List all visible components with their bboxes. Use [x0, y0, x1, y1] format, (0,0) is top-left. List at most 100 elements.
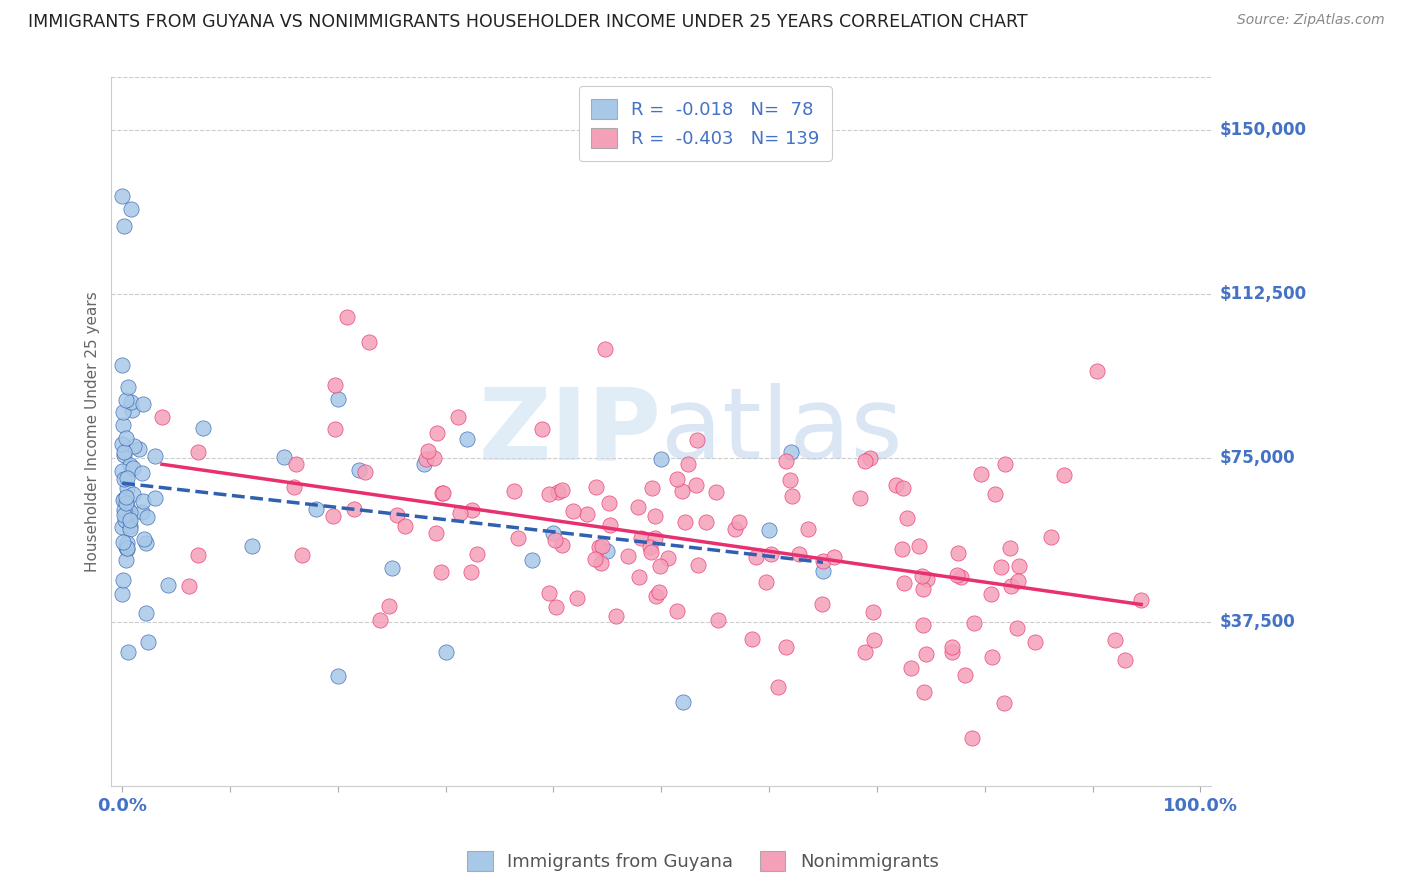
Point: [118, 513, 141, 527]
Point: [429, 566, 451, 580]
Point: [111, 437, 134, 451]
Point: [415, 452, 437, 467]
Point: [131, 505, 153, 519]
Point: [650, 559, 672, 574]
Point: [1007, 574, 1029, 588]
Point: [118, 522, 141, 536]
Point: [547, 484, 569, 499]
Point: [1008, 558, 1031, 573]
Point: [789, 547, 811, 561]
Point: [349, 463, 371, 477]
Text: $112,500: $112,500: [1219, 285, 1306, 303]
Point: [530, 422, 553, 436]
Point: [980, 587, 1002, 601]
Point: [128, 442, 150, 456]
Point: [853, 645, 876, 659]
Point: [323, 378, 346, 392]
Point: [150, 409, 173, 424]
Point: [1114, 653, 1136, 667]
Point: [766, 680, 789, 694]
Point: [591, 539, 613, 553]
Point: [322, 508, 344, 523]
Point: [953, 667, 976, 681]
Point: [506, 531, 529, 545]
Point: [849, 491, 872, 505]
Text: $37,500: $37,500: [1219, 613, 1295, 632]
Point: [343, 501, 366, 516]
Point: [186, 445, 208, 459]
Point: [456, 432, 478, 446]
Point: [583, 552, 606, 566]
Point: [946, 546, 969, 560]
Point: [950, 570, 973, 584]
Point: [941, 645, 963, 659]
Point: [638, 541, 661, 555]
Point: [589, 556, 612, 570]
Point: [1007, 621, 1029, 635]
Point: [853, 454, 876, 468]
Point: [644, 531, 666, 545]
Point: [115, 553, 138, 567]
Point: [187, 548, 209, 562]
Point: [863, 633, 886, 648]
Point: [423, 451, 446, 466]
Point: [1000, 578, 1022, 592]
Point: [593, 342, 616, 356]
Point: [111, 587, 134, 601]
Point: [890, 542, 912, 557]
Point: [114, 503, 136, 517]
Point: [115, 536, 138, 550]
Point: [394, 519, 416, 533]
Point: [240, 539, 263, 553]
Point: [673, 516, 696, 530]
Point: [862, 605, 884, 619]
Point: [745, 549, 768, 564]
Point: [131, 466, 153, 480]
Point: [605, 608, 627, 623]
Point: [963, 615, 986, 630]
Point: [120, 458, 142, 472]
Point: [111, 188, 134, 202]
Point: [115, 540, 138, 554]
Point: [115, 541, 138, 556]
Point: [896, 511, 918, 525]
Point: [120, 394, 142, 409]
Point: [111, 535, 134, 549]
Point: [598, 496, 620, 510]
Point: [893, 576, 915, 591]
Point: [707, 614, 730, 628]
Point: [502, 483, 524, 498]
Point: [685, 478, 707, 492]
Point: [131, 397, 153, 411]
Point: [118, 506, 141, 520]
Point: [135, 536, 157, 550]
Point: [143, 491, 166, 505]
Point: [960, 731, 983, 746]
Point: [131, 494, 153, 508]
Point: [537, 487, 560, 501]
Point: [811, 554, 834, 568]
Point: [741, 632, 763, 647]
Point: [117, 380, 139, 394]
Point: [628, 570, 651, 584]
Point: [859, 451, 882, 466]
Point: [561, 504, 583, 518]
Point: [111, 418, 134, 433]
Point: [434, 644, 457, 658]
Point: [425, 426, 447, 441]
Point: [630, 531, 652, 545]
Point: [326, 669, 349, 683]
Point: [912, 582, 935, 597]
Point: [135, 510, 157, 524]
Point: [118, 518, 141, 533]
Point: [305, 502, 328, 516]
Point: [449, 506, 471, 520]
Point: [695, 515, 717, 529]
Point: [686, 433, 709, 447]
Point: [381, 560, 404, 574]
Point: [465, 547, 488, 561]
Point: [911, 569, 934, 583]
Point: [1104, 632, 1126, 647]
Point: [550, 483, 572, 497]
Point: [111, 493, 134, 508]
